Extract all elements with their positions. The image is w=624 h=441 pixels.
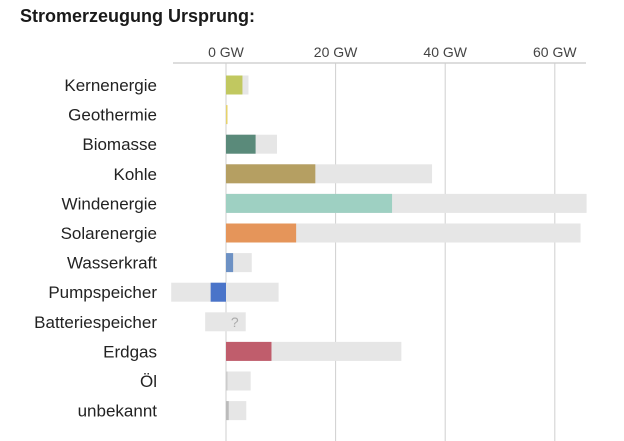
value-bar xyxy=(226,164,316,184)
category-label: Erdgas xyxy=(103,342,157,361)
value-bar xyxy=(210,282,226,302)
category-label: Geothermie xyxy=(68,106,157,125)
x-tick-label: 40 GW xyxy=(423,44,467,60)
value-bar xyxy=(226,75,243,95)
category-label: Biomasse xyxy=(82,135,157,154)
x-tick-label: 20 GW xyxy=(314,44,358,60)
category-label: Kernenergie xyxy=(64,76,157,95)
range-bar xyxy=(226,223,581,243)
unknown-value-marker: ? xyxy=(231,314,239,330)
category-label: Öl xyxy=(140,372,157,391)
value-bar xyxy=(226,193,393,213)
category-label: Batteriespeicher xyxy=(34,313,157,332)
value-bar xyxy=(226,401,229,421)
category-label: Windenergie xyxy=(62,194,157,213)
category-label: Pumpspeicher xyxy=(48,283,157,302)
range-bar xyxy=(205,312,246,332)
range-bar xyxy=(226,371,251,391)
category-label: Kohle xyxy=(114,165,157,184)
value-bar xyxy=(226,371,228,391)
value-bar xyxy=(226,105,228,125)
value-bar xyxy=(226,341,272,361)
value-bar xyxy=(226,253,234,273)
value-bar xyxy=(226,223,297,243)
x-tick-label: 0 GW xyxy=(208,44,245,60)
category-label: unbekannt xyxy=(78,402,158,421)
chart-title: Stromerzeugung Ursprung: xyxy=(20,6,256,26)
x-tick-label: 60 GW xyxy=(533,44,577,60)
range-bar xyxy=(226,401,247,421)
category-label: Wasserkraft xyxy=(67,254,157,273)
value-bar xyxy=(226,134,256,154)
category-label: Solarenergie xyxy=(61,224,157,243)
